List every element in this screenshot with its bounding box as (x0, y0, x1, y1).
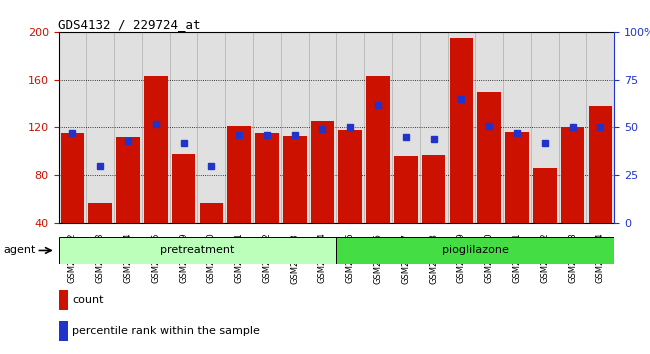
Bar (561, 127, 584, 223)
Bar (422, 155, 445, 223)
Bar (311, 121, 334, 223)
Bar (255, 133, 279, 223)
Bar (475, 32, 503, 223)
Bar (226, 32, 253, 223)
Bar (505, 132, 529, 223)
FancyBboxPatch shape (58, 237, 337, 264)
Bar (172, 154, 196, 223)
Bar (394, 156, 418, 223)
Bar (531, 32, 559, 223)
Bar (283, 136, 307, 223)
Bar (200, 203, 223, 223)
Text: GDS4132 / 229724_at: GDS4132 / 229724_at (58, 18, 201, 31)
Bar (116, 137, 140, 223)
FancyBboxPatch shape (337, 237, 614, 264)
Text: percentile rank within the sample: percentile rank within the sample (72, 326, 260, 336)
Bar (86, 32, 114, 223)
Bar (60, 133, 84, 223)
Bar (392, 32, 420, 223)
Bar (281, 32, 309, 223)
Text: agent: agent (3, 245, 36, 256)
Bar (364, 32, 392, 223)
Bar (198, 32, 225, 223)
Bar (588, 106, 612, 223)
Bar (58, 32, 86, 223)
Bar (114, 32, 142, 223)
Bar (366, 76, 390, 223)
Bar (227, 126, 251, 223)
Bar (450, 38, 473, 223)
Text: pretreatment: pretreatment (161, 245, 235, 256)
Text: pioglilazone: pioglilazone (442, 245, 509, 256)
Bar (58, 290, 68, 310)
Bar (339, 130, 362, 223)
Bar (503, 32, 531, 223)
Bar (533, 168, 556, 223)
Bar (144, 76, 168, 223)
Bar (253, 32, 281, 223)
Bar (58, 321, 68, 341)
Bar (170, 32, 198, 223)
Text: count: count (72, 295, 104, 305)
Bar (420, 32, 447, 223)
Bar (309, 32, 337, 223)
Bar (337, 32, 364, 223)
Bar (558, 32, 586, 223)
Bar (477, 92, 501, 223)
Bar (88, 203, 112, 223)
Bar (586, 32, 614, 223)
Bar (447, 32, 475, 223)
Bar (142, 32, 170, 223)
